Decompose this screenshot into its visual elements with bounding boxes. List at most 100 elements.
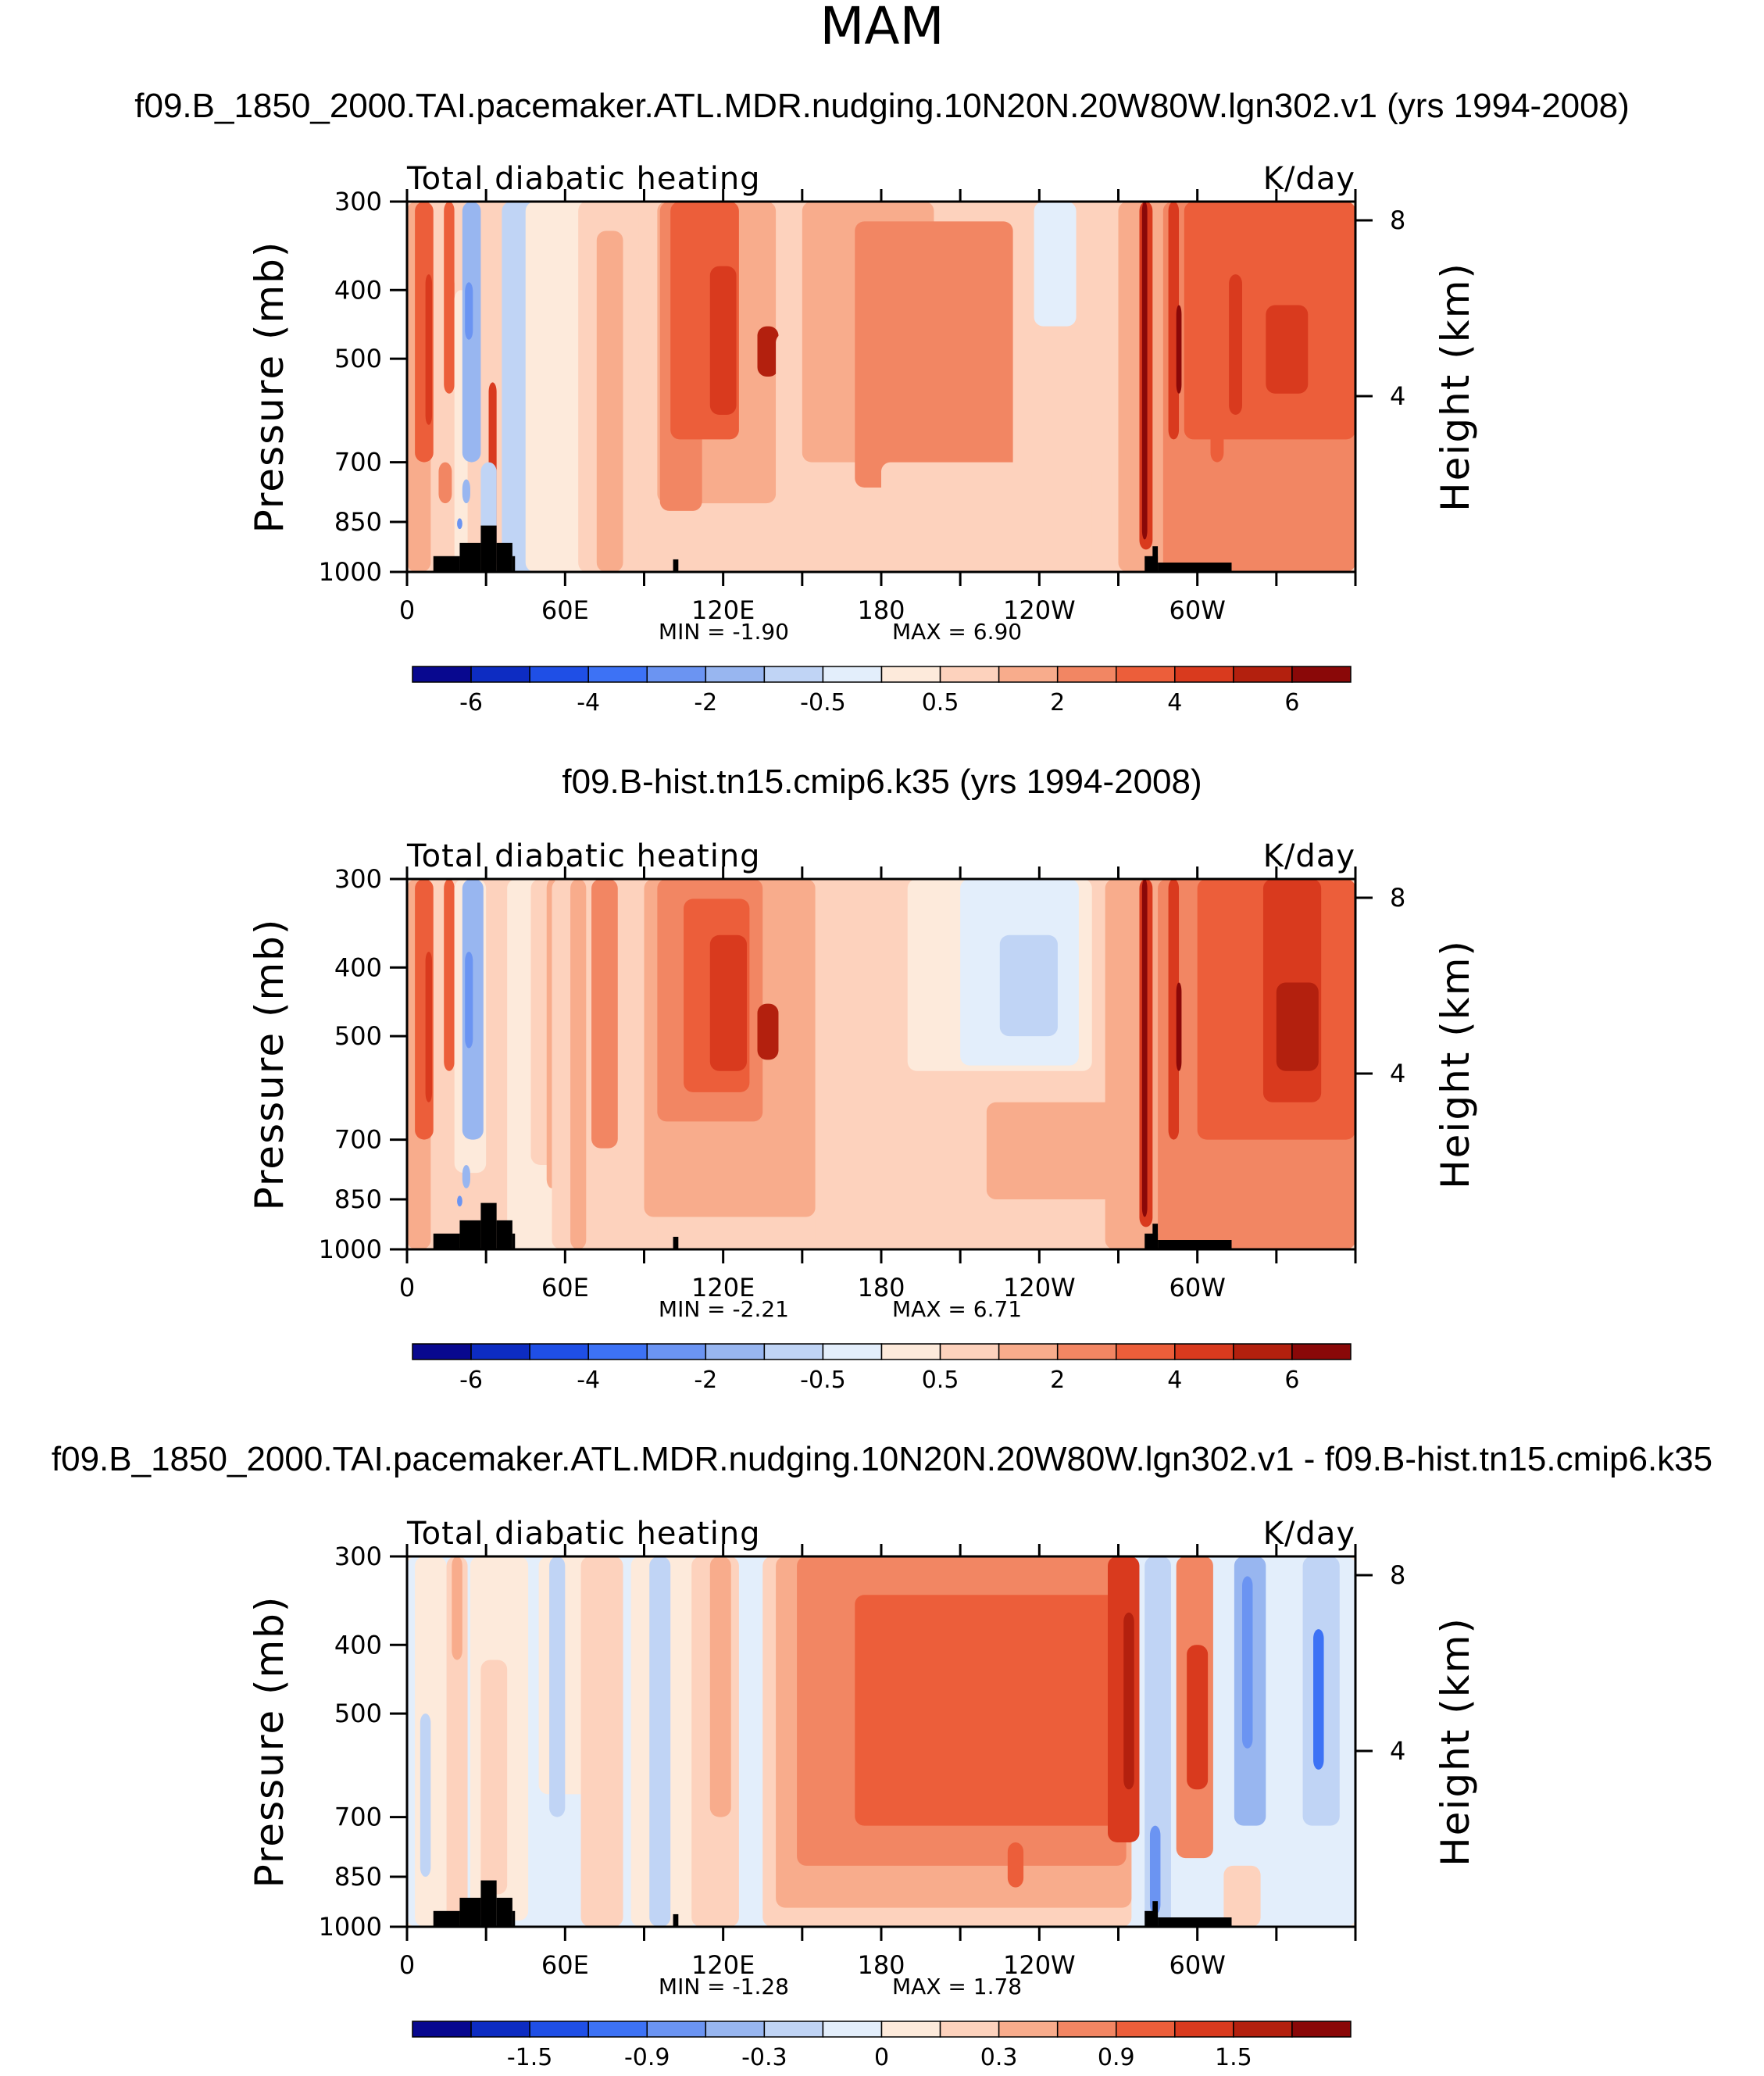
contour-region <box>757 326 779 377</box>
colorbar-label: -4 <box>577 689 600 716</box>
terrain-mask <box>496 542 512 572</box>
contour-region <box>549 1556 566 1817</box>
min-label: MIN = -1.90 <box>659 619 789 645</box>
contour-region <box>1176 982 1182 1071</box>
colorbar-bin <box>529 2021 589 2038</box>
y-tick-label: 300 <box>334 187 382 216</box>
y-tick-label: 1000 <box>319 557 382 587</box>
colorbar-bin <box>470 2021 530 2038</box>
contour-region <box>1187 1645 1209 1790</box>
terrain-mask <box>480 1202 497 1249</box>
colorbar-bin <box>763 2021 824 2038</box>
colorbar-bin <box>1116 1343 1176 1360</box>
contour-region <box>855 221 1013 488</box>
colorbar-label: 4 <box>1167 689 1182 716</box>
terrain-mask <box>1152 546 1159 572</box>
contour-region <box>444 202 455 394</box>
colorbar-bin <box>1116 666 1176 683</box>
season-title: MAM <box>820 0 944 56</box>
max-label: MAX = 6.90 <box>892 619 1022 645</box>
contour-region <box>1034 202 1077 327</box>
y-axis-title: Pressure (mb) <box>247 918 292 1211</box>
y-axis-title: Pressure (mb) <box>247 241 292 534</box>
contour-region <box>999 934 1058 1037</box>
y-tick-label: 700 <box>334 1125 382 1155</box>
colorbar-bin <box>939 2021 1000 2038</box>
max-label: MAX = 1.78 <box>892 1974 1022 1999</box>
colorbar-label: 2 <box>1050 689 1065 716</box>
colorbar-bin <box>1056 1343 1117 1360</box>
terrain-mask <box>480 1880 497 1927</box>
x-tick-label: 120E <box>691 595 755 625</box>
colorbar-bin <box>470 1343 530 1360</box>
colorbar-label: 2 <box>1050 1367 1065 1394</box>
x-tick-label: 120E <box>691 1950 755 1980</box>
x-tick-label: 60W <box>1169 595 1225 625</box>
colorbar-bin <box>587 2021 648 2038</box>
colorbar-bin <box>939 666 1000 683</box>
colorbar-bin <box>998 666 1059 683</box>
panel-title: f09.B_1850_2000.TAI.pacemaker.ATL.MDR.nu… <box>134 87 1629 125</box>
colorbar-label: -0.3 <box>741 2044 787 2071</box>
terrain-mask <box>459 542 481 572</box>
units-label: K/day <box>1263 838 1355 874</box>
y-tick-label: 1000 <box>319 1912 382 1942</box>
colorbar-bin <box>998 1343 1059 1360</box>
x-tick-label: 120E <box>691 1273 755 1302</box>
contour-region <box>986 1102 1119 1200</box>
left-label: Total diabatic heating <box>406 838 761 874</box>
contour-region <box>709 1556 731 1817</box>
colorbar-label: -2 <box>694 1367 717 1394</box>
contour-region <box>457 1195 462 1207</box>
panel-2: f09.B-hist.tn15.cmip6.k35 (yrs 1994-2008… <box>247 763 1478 1394</box>
contour-region <box>438 462 452 504</box>
colorbar-bin <box>822 666 883 683</box>
colorbar: -6 -4 -2 -0.5 0.5 2 4 6 <box>412 666 1352 716</box>
colorbar-bin <box>412 1343 472 1360</box>
y2-axis-title: Height (km) <box>1433 262 1478 512</box>
units-label: K/day <box>1263 161 1355 197</box>
contour-region <box>855 1595 1119 1826</box>
y-tick-label: 500 <box>334 1021 382 1051</box>
terrain-mask <box>1158 1240 1232 1249</box>
colorbar-bin <box>1056 2021 1117 2038</box>
y-tick-label: 400 <box>334 952 382 982</box>
colorbar-bin <box>1233 2021 1293 2038</box>
colorbar-bin <box>822 2021 883 2038</box>
terrain-mask <box>433 556 460 572</box>
colorbar-label: 1.5 <box>1215 2044 1252 2071</box>
y-tick-label: 400 <box>334 1630 382 1660</box>
colorbar-bin <box>529 666 589 683</box>
terrain-mask <box>1152 1224 1159 1249</box>
panel-title: f09.B_1850_2000.TAI.pacemaker.ATL.MDR.nu… <box>52 1440 1712 1478</box>
contour-region <box>709 934 748 1071</box>
colorbar-label: 6 <box>1284 1367 1299 1394</box>
y-tick-label: 850 <box>334 1862 382 1892</box>
colorbar-bin <box>1174 666 1234 683</box>
contour-region <box>480 1660 508 1895</box>
terrain-mask <box>459 1897 481 1927</box>
terrain-mask <box>512 1233 516 1249</box>
colorbar-bin <box>1174 2021 1234 2038</box>
terrain-mask <box>1152 1901 1159 1927</box>
contour-region <box>465 952 473 1049</box>
x-tick-label: 60W <box>1169 1273 1225 1302</box>
y-tick-label: 850 <box>334 1184 382 1214</box>
colorbar-bin <box>763 1343 824 1360</box>
terrain-mask <box>480 525 497 572</box>
colorbar-bin <box>1174 1343 1234 1360</box>
y-tick-label: 700 <box>334 1803 382 1832</box>
y2-tick-label: 8 <box>1390 883 1405 913</box>
x-tick-label: 180 <box>857 595 905 625</box>
terrain-mask <box>673 1236 679 1249</box>
colorbar-label: 0 <box>874 2044 889 2071</box>
panel-1: f09.B_1850_2000.TAI.pacemaker.ATL.MDR.nu… <box>134 87 1629 716</box>
colorbar-bin <box>646 1343 707 1360</box>
contour-region <box>578 202 595 572</box>
colorbar-bin <box>1116 2021 1176 2038</box>
y2-tick-label: 4 <box>1390 1059 1405 1088</box>
contour-region <box>444 879 455 1071</box>
contour-region <box>757 1003 779 1060</box>
colorbar-bin <box>880 2021 941 2038</box>
contour-region <box>1276 982 1319 1071</box>
